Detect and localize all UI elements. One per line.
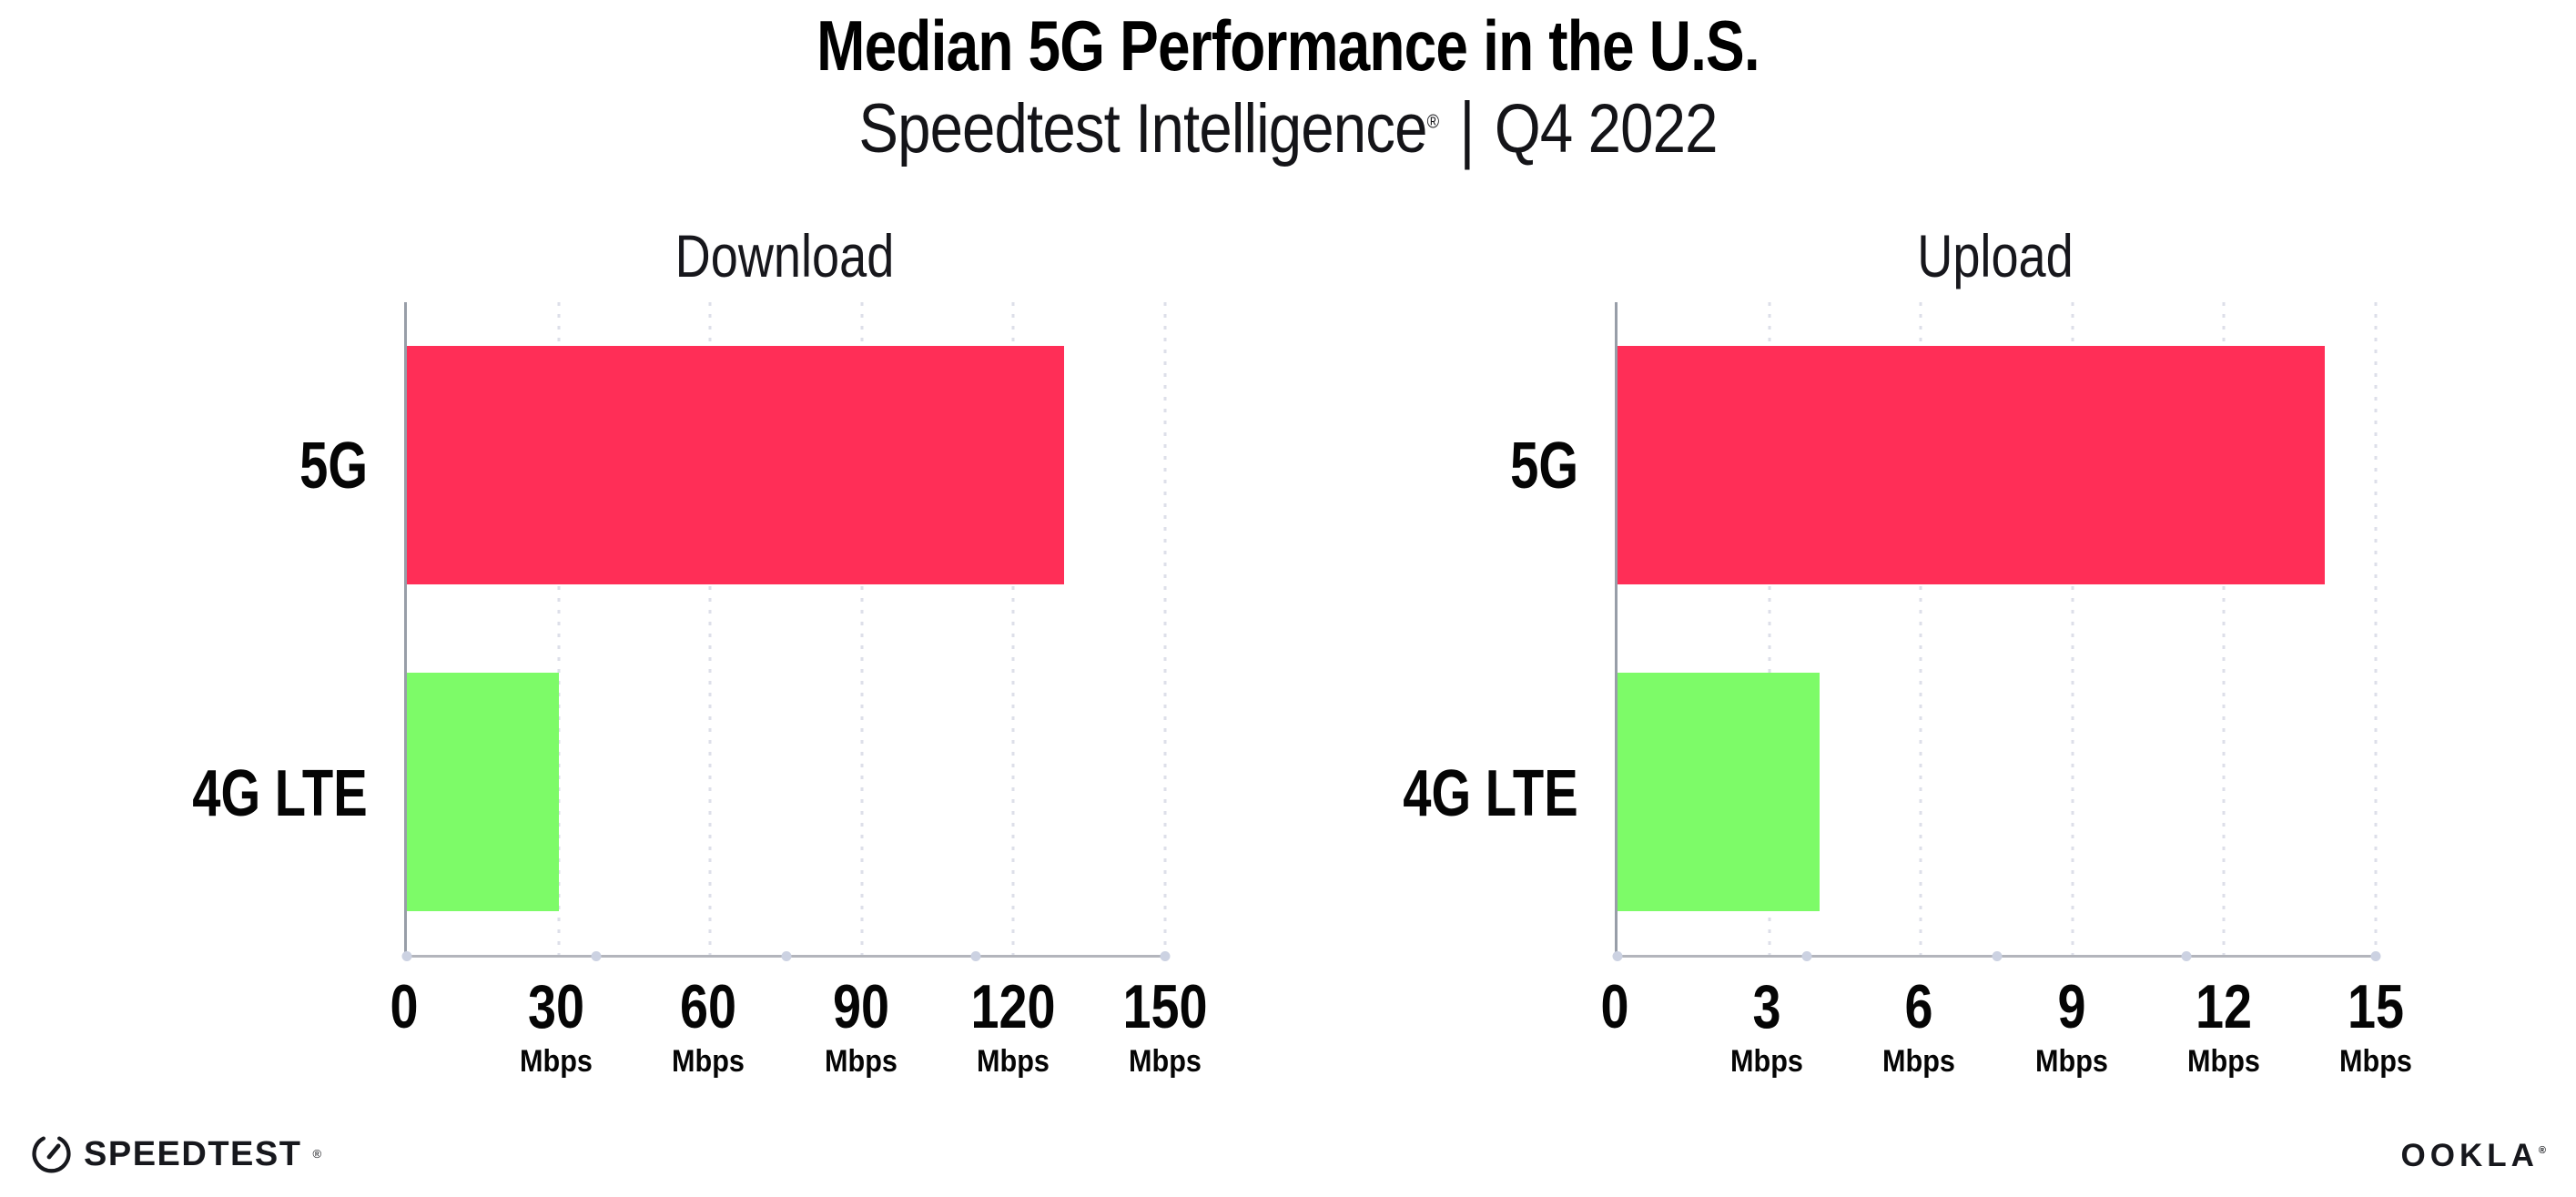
- gridline: [2222, 302, 2226, 955]
- gridline: [860, 302, 864, 955]
- axis-dot: [1160, 951, 1171, 961]
- ookla-logo: OOKLA®: [2401, 1140, 2547, 1172]
- download-category-labels: 5G 4G LTE: [0, 302, 368, 958]
- axis-dot: [1801, 951, 1812, 961]
- speedtest-wordmark: SPEEDTEST: [84, 1134, 302, 1173]
- axis-dot: [2181, 951, 2192, 961]
- x-tick: 15 Mbps: [2339, 972, 2412, 1079]
- download-chart-title: Download: [674, 222, 895, 289]
- gridline: [708, 302, 712, 955]
- category-label-5g: 5G: [299, 430, 368, 502]
- x-tick: 60 Mbps: [672, 972, 745, 1079]
- upload-chart-title: Upload: [1917, 222, 2074, 289]
- bar-4g-lte-upload: [1618, 672, 1820, 911]
- upload-x-axis: 0 3 Mbps 6 Mbps 9 Mbps 12 Mbps 15 Mbps: [1600, 972, 2411, 1103]
- bar-5g-download: [407, 346, 1064, 585]
- upload-category-labels: 5G 4G LTE: [1211, 302, 1578, 958]
- x-tick: 9 Mbps: [2034, 972, 2108, 1079]
- category-label-5g: 5G: [1510, 430, 1578, 502]
- x-tick: 150 Mbps: [1122, 972, 1208, 1079]
- bar-4g-lte-download: [407, 672, 559, 911]
- registered-mark: ®: [312, 1147, 322, 1161]
- axis-dot: [970, 951, 981, 961]
- axis-dot: [401, 951, 412, 961]
- subtitle-brand: Speedtest Intelligence: [858, 90, 1427, 167]
- x-tick: 3 Mbps: [1730, 972, 1804, 1079]
- page-title: Median 5G Performance in the U.S.: [816, 5, 1760, 86]
- gridline: [1919, 302, 1922, 955]
- x-tick: 30 Mbps: [520, 972, 593, 1079]
- gridline: [557, 302, 561, 955]
- upload-plot-area: [1612, 302, 2381, 961]
- registered-mark: ®: [2538, 1145, 2546, 1156]
- gridline: [1768, 302, 1771, 955]
- x-tick: 120 Mbps: [970, 972, 1056, 1079]
- category-label-4g-lte: 4G LTE: [1403, 757, 1578, 830]
- download-plot-area: [401, 302, 1171, 961]
- axis-dot: [1612, 951, 1623, 961]
- gridline: [1163, 302, 1167, 955]
- x-tick: 6 Mbps: [1882, 972, 1956, 1079]
- x-tick: 0: [390, 972, 419, 1041]
- gridline: [2374, 302, 2378, 955]
- category-label-4g-lte: 4G LTE: [192, 757, 368, 830]
- axis-dot: [781, 951, 791, 961]
- registered-mark: ®: [1426, 110, 1440, 133]
- gridline: [1011, 302, 1015, 955]
- bar-5g-upload: [1618, 346, 2326, 585]
- speedtest-gauge-icon: [30, 1132, 73, 1175]
- download-x-axis: 0 30 Mbps 60 Mbps 90 Mbps 120 Mbps 150 Mbps: [390, 972, 1207, 1103]
- x-tick: 12 Mbps: [2186, 972, 2260, 1079]
- gridline: [2071, 302, 2074, 955]
- ookla-wordmark: OOKLA: [2400, 1138, 2539, 1173]
- axis-dot: [591, 951, 602, 961]
- subtitle-period: Q4 2022: [1494, 90, 1719, 167]
- axis-dot: [1992, 951, 2002, 961]
- axis-dot: [2370, 951, 2381, 961]
- page-subtitle: Speedtest Intelligence® | Q4 2022: [180, 86, 2396, 171]
- x-tick: 0: [1600, 972, 1629, 1041]
- x-tick: 90 Mbps: [824, 972, 898, 1079]
- subtitle-separator: |: [1459, 86, 1475, 171]
- speedtest-logo: SPEEDTEST ®: [30, 1132, 321, 1175]
